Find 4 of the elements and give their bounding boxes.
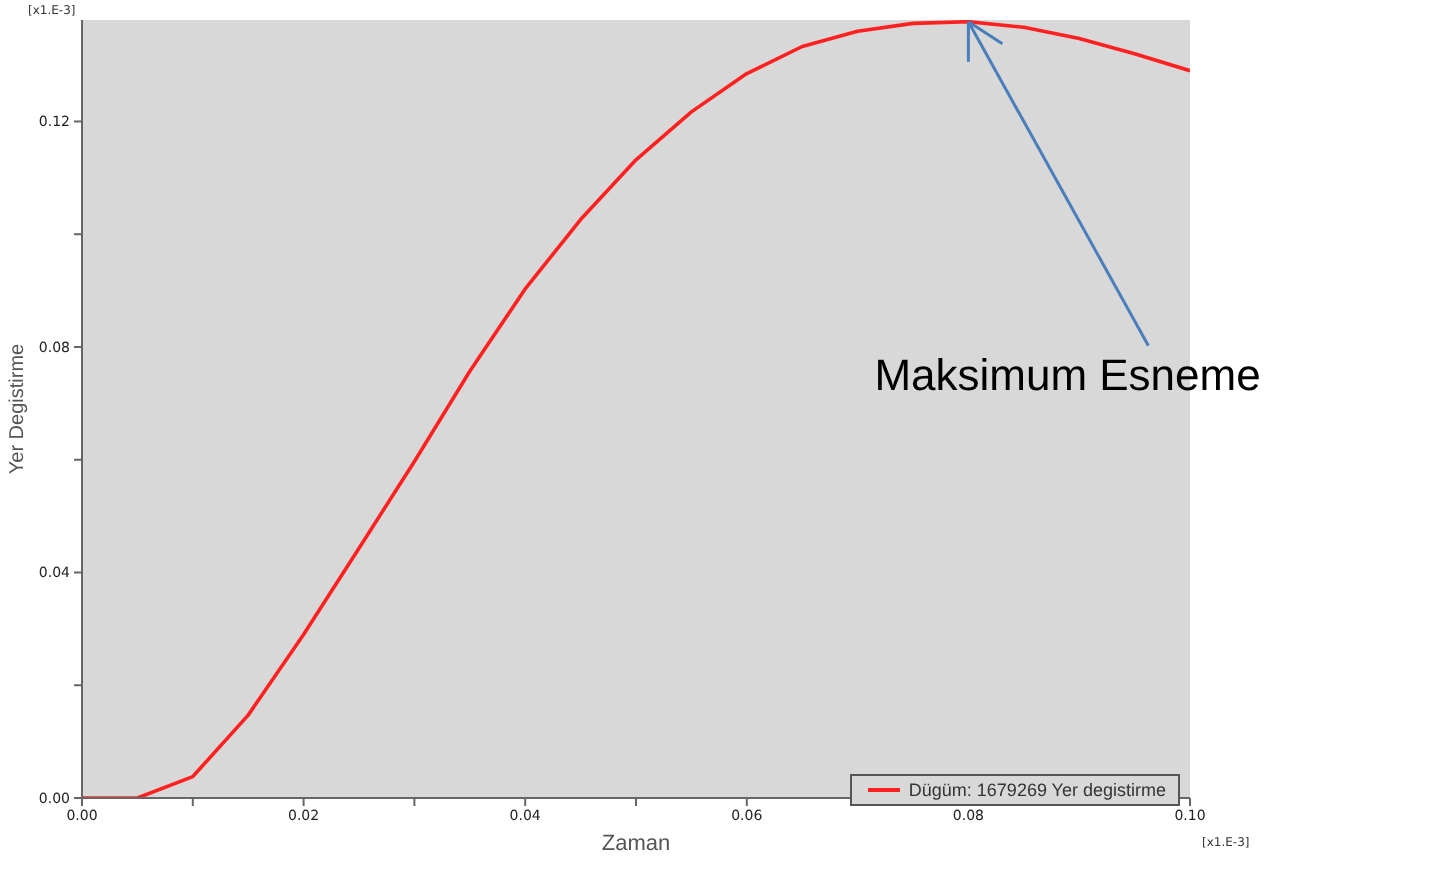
y-axis-title: Yer Degistirme [7, 342, 30, 475]
legend-label: Dügüm: 1679269 Yer degistirme [908, 780, 1166, 800]
x-axis-title: Zaman [601, 832, 671, 856]
annotation: Maksimum Esneme [874, 349, 1261, 402]
